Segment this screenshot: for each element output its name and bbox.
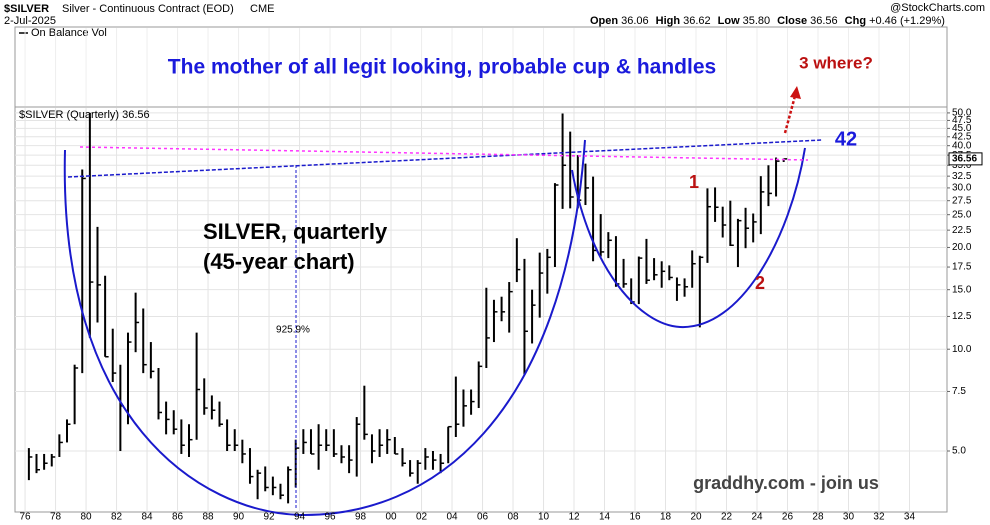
y-tick-label: 45.0 <box>952 123 972 134</box>
legend: $SILVER (Quarterly) 36.56 <box>19 109 150 121</box>
x-tick-label: 86 <box>172 512 184 523</box>
price-tag <box>948 152 983 166</box>
x-tick-label: 00 <box>385 512 397 523</box>
x-tick-label: 06 <box>477 512 489 523</box>
annotation: 3 where? <box>799 53 873 72</box>
date: 2-Jul-2025 <box>4 15 56 27</box>
exchange: CME <box>250 3 274 15</box>
x-tick-label: 94 <box>294 512 306 523</box>
quote-value: 36.62 <box>683 15 711 27</box>
x-tick-label: 98 <box>355 512 367 523</box>
x-tick-label: 88 <box>202 512 214 523</box>
description: Silver - Continuous Contract (EOD) <box>62 3 234 15</box>
cup-curve <box>63 139 586 517</box>
quote-label: High <box>656 15 681 27</box>
annotation: 925.9% <box>276 325 310 336</box>
arrow-shaft <box>783 95 797 134</box>
indicator-panel <box>14 26 948 108</box>
annotation: 42 <box>835 128 857 150</box>
x-tick-label: 90 <box>233 512 245 523</box>
quote-label: Open <box>590 15 618 27</box>
y-tick-label: 22.5 <box>952 225 972 236</box>
x-tick-label: 28 <box>812 512 824 523</box>
x-tick-label: 80 <box>80 512 92 523</box>
x-tick-label: 20 <box>690 512 702 523</box>
watermark: @StockCharts.com <box>890 2 985 14</box>
rim-line <box>79 146 809 161</box>
quote-value: 36.06 <box>621 15 649 27</box>
quote-value: 35.80 <box>743 15 771 27</box>
x-tick-label: 14 <box>599 512 611 523</box>
quote-label: Close <box>777 15 807 27</box>
y-tick-label: 10.0 <box>952 344 972 355</box>
quote-label: Chg <box>845 15 866 27</box>
y-tick-label: 40.0 <box>952 140 972 151</box>
y-tick-label: 5.0 <box>952 446 966 457</box>
quote-value: +0.46 (+1.29%) <box>869 15 945 27</box>
bars <box>27 112 788 504</box>
quote: Open 36.06 High 36.62 Low 35.80 Close 36.56 Chg +… <box>590 15 945 27</box>
x-tick-label: 22 <box>721 512 733 523</box>
x-tick-label: 82 <box>111 512 123 523</box>
y-tick-label: 25.0 <box>952 209 972 220</box>
x-tick-label: 02 <box>416 512 428 523</box>
arrow-head <box>790 86 801 99</box>
annotation: 2 <box>755 273 765 293</box>
y-tick-label: 15.0 <box>952 284 972 295</box>
x-tick-label: 84 <box>141 512 153 523</box>
x-tick-label: 32 <box>873 512 885 523</box>
annotation: graddhy.com - join us <box>693 473 879 493</box>
y-tick-label: 47.5 <box>952 115 972 126</box>
x-tick-label: 16 <box>629 512 641 523</box>
price-tag-label: 36.56 <box>952 154 977 165</box>
x-tick-label: 10 <box>538 512 550 523</box>
y-tick-label: 35.0 <box>952 160 972 171</box>
symbol: $SILVER <box>4 3 49 15</box>
y-tick-label: 50.0 <box>952 108 972 119</box>
handle-curve <box>571 147 806 329</box>
annotation: 1 <box>689 172 699 192</box>
quote-value: 36.56 <box>810 15 838 27</box>
y-tick-label: 20.0 <box>952 242 972 253</box>
y-tick-label: 30.0 <box>952 183 972 194</box>
x-tick-label: 18 <box>660 512 672 523</box>
indicator-label: On Balance Vol <box>31 27 107 39</box>
chart-title: The mother of all legit looking, probabl… <box>168 56 716 79</box>
quote-label: Low <box>718 15 740 27</box>
x-tick-label: 26 <box>782 512 794 523</box>
x-tick-label: 78 <box>50 512 62 523</box>
x-tick-label: 96 <box>324 512 336 523</box>
x-tick-label: 04 <box>446 512 458 523</box>
annotation: SILVER, quarterly <box>203 219 388 244</box>
x-tick-label: 92 <box>263 512 275 523</box>
annotation: (45-year chart) <box>203 249 355 274</box>
y-tick-label: 12.5 <box>952 311 972 322</box>
y-tick-label: 7.5 <box>952 386 966 397</box>
y-tick-label: 32.5 <box>952 171 972 182</box>
x-tick-label: 76 <box>20 512 32 523</box>
y-tick-label: 27.5 <box>952 195 972 206</box>
y-tick-label: 42.5 <box>952 131 972 142</box>
x-tick-label: 24 <box>751 512 763 523</box>
x-tick-label: 34 <box>904 512 916 523</box>
y-tick-label: 17.5 <box>952 262 972 273</box>
x-tick-label: 12 <box>568 512 580 523</box>
price-panel <box>14 106 948 513</box>
x-tick-label: 08 <box>507 512 519 523</box>
x-tick-label: 30 <box>843 512 855 523</box>
axes: 5.07.510.012.515.017.520.022.525.027.530… <box>20 108 983 523</box>
